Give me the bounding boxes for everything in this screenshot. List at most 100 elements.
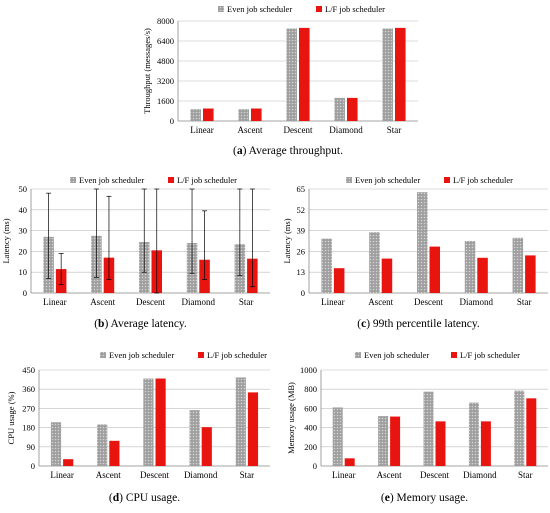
y-tick-label: 0 [301,288,305,298]
bar-even [378,416,389,466]
legend-label: L/F job scheduler [177,175,237,185]
legend-label: Even job scheduler [355,175,420,185]
x-tick-label: Ascent [90,297,115,307]
x-tick-label: Diamond [463,470,497,480]
bar-lf [381,258,393,293]
y-tick-label: 6400 [157,36,174,46]
y-tick-label: 0 [170,116,174,126]
bar-lf [526,398,537,466]
legend-swatch-lf [168,177,174,183]
bar-even [50,422,62,466]
y-axis-label: Throughput (messages/s) [142,28,152,114]
y-tick-label: 13 [297,267,306,277]
y-tick-label: 10 [19,267,28,277]
y-tick-label: 39 [297,226,306,236]
y-tick-label: 0 [23,288,27,298]
y-tick-label: 90 [27,442,36,452]
legend-swatch-even [100,352,106,358]
bar-even [468,402,479,466]
y-tick-label: 800 [304,384,317,394]
y-axis-label: Latency (ms) [282,218,292,263]
bar-lf [525,255,536,293]
bar-lf [251,108,262,121]
x-tick-label: Star [240,470,255,480]
x-tick-label: Star [239,297,254,307]
bar-lf [247,392,259,466]
x-tick-label: Linear [190,125,213,135]
bar-even [286,28,297,121]
x-tick-label: Diamond [329,125,363,135]
legend-label: L/F job scheduler [460,350,520,360]
y-tick-label: 30 [19,226,28,236]
x-tick-label: Descent [284,125,313,135]
y-tick-label: 20 [19,246,28,256]
y-tick-label: 3200 [157,76,174,86]
x-tick-label: Linear [50,470,73,480]
bar-even [190,109,201,121]
y-tick-label: 26 [297,246,306,256]
y-tick-label: 450 [22,365,35,375]
bar-lf [63,459,74,466]
bar-even [512,237,524,293]
y-tick-label: 200 [304,442,317,452]
bar-lf [203,108,214,121]
bar-lf [299,27,310,121]
bar-even [423,391,434,466]
x-tick-label: Diamond [182,297,216,307]
bar-even [464,241,476,293]
legend-label: L/F job scheduler [325,4,385,14]
bar-even [416,192,428,293]
bar-even [332,407,343,466]
bar-even [514,390,525,466]
chart-d: 0 90 180 270 360 450 CPU usage (%) Linear Ascent… [6,350,270,504]
y-tick-label: 52 [297,205,306,215]
y-tick-label: 65 [297,184,306,194]
x-tick-label: Linear [321,297,344,307]
y-axis-label: Latency (ms) [1,218,11,263]
chart-e: 0 200 400 600 800 1000 Memory usage (MB) Linear… [286,350,548,504]
bar-lf [395,27,406,121]
y-tick-label: 1600 [157,96,174,106]
legend-swatch-even [218,6,224,12]
y-tick-label: 4800 [157,56,174,66]
bar-even [189,410,200,466]
caption: (b) Average latency. [94,318,187,330]
bar-even [334,97,345,121]
y-axis-label: CPU usage (%) [6,391,16,444]
y-tick-label: 40 [19,205,28,215]
legend-label: L/F job scheduler [453,175,513,185]
bar-lf [429,246,441,293]
legend-label: Even job scheduler [109,350,174,360]
legend-label: Even job scheduler [227,4,292,14]
bar-lf [480,421,491,466]
legend-swatch-lf [316,6,322,12]
legend-swatch-lf [444,177,450,183]
chart-a: 0 1600 3200 4800 6400 8000 Throughput (message… [142,4,418,157]
legend-label: L/F job scheduler [207,350,267,360]
x-tick-label: Ascent [368,297,393,307]
bar-even [321,238,332,293]
bar-even [382,28,393,121]
caption: (d) CPU usage. [109,492,180,504]
x-tick-label: Diamond [460,297,494,307]
x-tick-label: Descent [140,470,169,480]
y-tick-label: 0 [313,461,317,471]
bar-even [238,109,249,121]
x-tick-label: Star [517,297,532,307]
y-tick-label: 8000 [157,16,174,26]
caption: (c) 99th percentile latency. [357,318,480,330]
caption: (e) Memory usage. [381,492,468,504]
x-tick-label: Descent [420,470,449,480]
bar-lf [390,416,401,466]
y-tick-label: 600 [304,403,317,413]
y-tick-label: 360 [22,384,35,394]
x-tick-label: Star [387,125,402,135]
bar-even [369,232,380,293]
bar-lf [155,378,166,466]
x-tick-label: Descent [136,297,165,307]
legend-swatch-even [355,352,361,358]
bar-lf [201,427,212,466]
y-axis-label: Memory usage (MB) [286,382,296,454]
